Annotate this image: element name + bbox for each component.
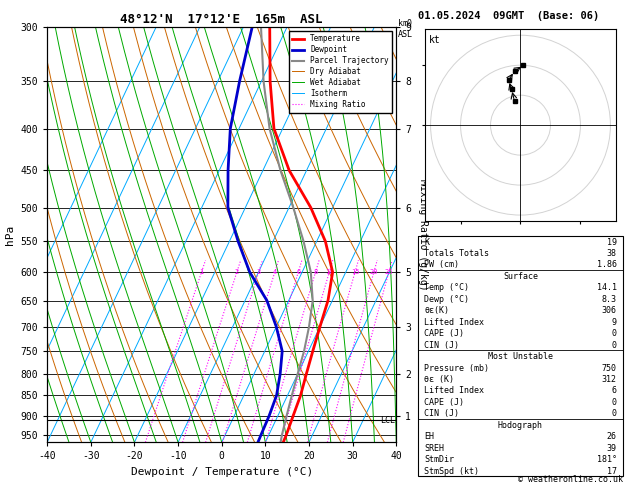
Text: θε(K): θε(K)	[425, 306, 449, 315]
Text: CAPE (J): CAPE (J)	[425, 398, 464, 407]
Text: 312: 312	[601, 375, 616, 384]
Text: Temp (°C): Temp (°C)	[425, 283, 469, 293]
Text: EH: EH	[425, 432, 435, 441]
Text: PW (cm): PW (cm)	[425, 260, 459, 269]
Text: 306: 306	[601, 306, 616, 315]
Text: 2: 2	[235, 269, 239, 275]
Text: CIN (J): CIN (J)	[425, 341, 459, 349]
Text: CIN (J): CIN (J)	[425, 409, 459, 418]
Text: 17: 17	[606, 467, 616, 476]
Text: Surface: Surface	[503, 272, 538, 281]
Title: 48°12'N  17°12'E  165m  ASL: 48°12'N 17°12'E 165m ASL	[121, 13, 323, 26]
Text: 14.1: 14.1	[596, 283, 616, 293]
Text: 4: 4	[272, 269, 277, 275]
Text: 01.05.2024  09GMT  (Base: 06): 01.05.2024 09GMT (Base: 06)	[418, 11, 599, 21]
Text: 0: 0	[611, 409, 616, 418]
Text: 8.3: 8.3	[601, 295, 616, 304]
Text: 15: 15	[351, 269, 359, 275]
Text: kt: kt	[428, 35, 440, 45]
Text: 0: 0	[611, 329, 616, 338]
Text: 25: 25	[384, 269, 393, 275]
Text: Hodograph: Hodograph	[498, 421, 543, 430]
Text: © weatheronline.co.uk: © weatheronline.co.uk	[518, 474, 623, 484]
Text: CAPE (J): CAPE (J)	[425, 329, 464, 338]
Legend: Temperature, Dewpoint, Parcel Trajectory, Dry Adiabat, Wet Adiabat, Isotherm, Mi: Temperature, Dewpoint, Parcel Trajectory…	[289, 31, 392, 113]
Text: 0: 0	[611, 341, 616, 349]
Text: 1.86: 1.86	[596, 260, 616, 269]
Text: 20: 20	[370, 269, 378, 275]
Text: StmDir: StmDir	[425, 455, 454, 464]
Text: Dewp (°C): Dewp (°C)	[425, 295, 469, 304]
Text: Lifted Index: Lifted Index	[425, 386, 484, 396]
Text: 181°: 181°	[596, 455, 616, 464]
Text: 9: 9	[611, 318, 616, 327]
Text: 3: 3	[257, 269, 261, 275]
X-axis label: Dewpoint / Temperature (°C): Dewpoint / Temperature (°C)	[131, 467, 313, 477]
Y-axis label: hPa: hPa	[5, 225, 15, 244]
Text: Lifted Index: Lifted Index	[425, 318, 484, 327]
Text: 1: 1	[199, 269, 204, 275]
Text: Most Unstable: Most Unstable	[488, 352, 553, 361]
Text: Pressure (mb): Pressure (mb)	[425, 364, 489, 373]
Text: 6: 6	[611, 386, 616, 396]
Text: km
ASL: km ASL	[398, 19, 413, 39]
Text: K: K	[425, 238, 430, 246]
Text: SREH: SREH	[425, 444, 445, 453]
Text: LCL: LCL	[380, 416, 395, 425]
Text: 19: 19	[606, 238, 616, 246]
Text: Totals Totals: Totals Totals	[425, 249, 489, 258]
Text: 0: 0	[611, 398, 616, 407]
Y-axis label: Mixing Ratio (g/kg): Mixing Ratio (g/kg)	[418, 179, 428, 290]
Text: 8: 8	[313, 269, 318, 275]
Text: 39: 39	[606, 444, 616, 453]
Text: θε (K): θε (K)	[425, 375, 454, 384]
Text: 750: 750	[601, 364, 616, 373]
Text: 26: 26	[606, 432, 616, 441]
Text: 10: 10	[325, 269, 333, 275]
Text: StmSpd (kt): StmSpd (kt)	[425, 467, 479, 476]
Text: 0: 0	[407, 19, 412, 29]
Text: 6: 6	[296, 269, 301, 275]
Text: 38: 38	[606, 249, 616, 258]
